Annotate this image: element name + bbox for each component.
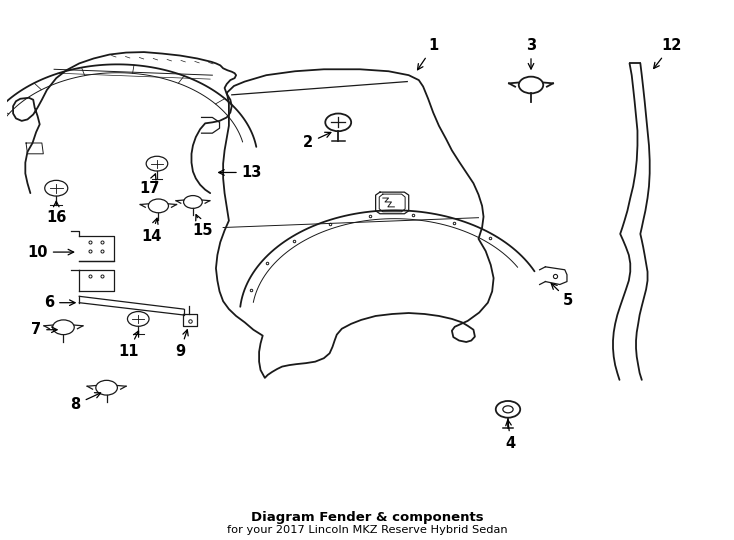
Text: 14: 14 (141, 218, 161, 244)
Text: 2: 2 (303, 132, 331, 151)
Text: 8: 8 (70, 393, 101, 412)
Text: 6: 6 (44, 295, 75, 310)
Text: 9: 9 (175, 330, 188, 359)
Text: 3: 3 (526, 38, 536, 69)
Text: for your 2017 Lincoln MKZ Reserve Hybrid Sedan: for your 2017 Lincoln MKZ Reserve Hybrid… (227, 525, 507, 535)
Text: Diagram Fender & components: Diagram Fender & components (251, 511, 483, 524)
Text: 10: 10 (27, 245, 73, 260)
Text: 7: 7 (31, 322, 57, 337)
Text: 4: 4 (506, 420, 516, 451)
Text: 15: 15 (193, 214, 214, 238)
Text: 12: 12 (654, 38, 681, 69)
Text: 16: 16 (46, 201, 67, 225)
Text: 17: 17 (139, 174, 160, 195)
Text: 1: 1 (418, 38, 439, 70)
Text: 11: 11 (118, 331, 139, 359)
Text: 13: 13 (219, 165, 262, 180)
Text: 5: 5 (551, 284, 573, 308)
